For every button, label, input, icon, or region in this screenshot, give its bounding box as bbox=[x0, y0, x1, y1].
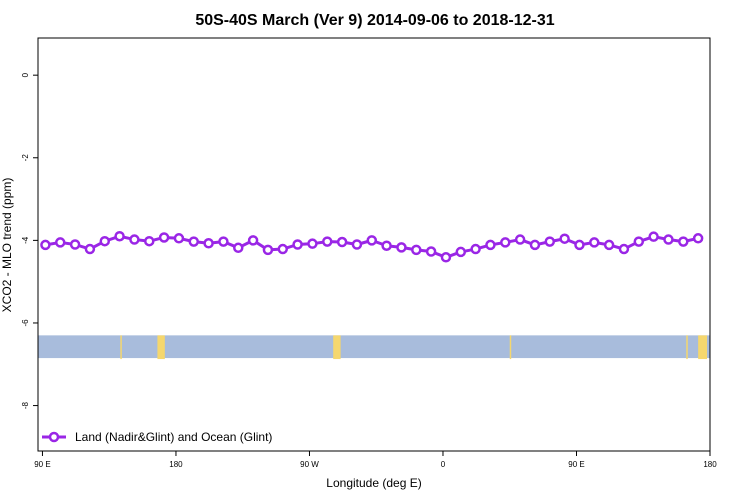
data-point bbox=[351, 239, 363, 250]
data-point bbox=[678, 236, 689, 247]
data-point bbox=[692, 233, 704, 244]
legend-marker-swatch bbox=[48, 431, 60, 443]
data-point bbox=[663, 234, 674, 245]
data-point bbox=[158, 232, 170, 243]
data-point bbox=[336, 236, 348, 248]
data-point bbox=[307, 238, 318, 249]
y-tick-label: -6 bbox=[21, 319, 30, 327]
x-tick-label: 180 bbox=[169, 460, 183, 469]
data-point bbox=[233, 242, 244, 254]
data-point bbox=[603, 239, 615, 251]
land-patch bbox=[686, 335, 688, 360]
x-tick-label: 0 bbox=[441, 460, 446, 469]
legend-label: Land (Nadir&Glint) and Ocean (Glint) bbox=[75, 430, 272, 444]
data-point bbox=[218, 236, 229, 247]
land-patch bbox=[120, 335, 122, 360]
y-tick-label: -2 bbox=[21, 154, 30, 162]
data-point bbox=[366, 235, 378, 246]
x-axis-label: Longitude (deg E) bbox=[326, 476, 421, 490]
x-tick-label: 90 W bbox=[300, 460, 319, 469]
data-point bbox=[500, 237, 511, 248]
data-point bbox=[648, 231, 659, 242]
data-point bbox=[55, 237, 66, 248]
x-tick-label: 90 E bbox=[568, 460, 584, 469]
land-patch bbox=[698, 335, 708, 360]
series-group bbox=[40, 230, 704, 263]
ocean-band bbox=[38, 335, 710, 359]
chart-title: 50S-40S March (Ver 9) 2014-09-06 to 2018… bbox=[195, 12, 554, 29]
data-point bbox=[173, 233, 185, 244]
plot-area-frame bbox=[37, 37, 711, 452]
data-point bbox=[188, 236, 200, 247]
y-axis-label: XCO2 - MLO trend (ppm) bbox=[0, 178, 14, 313]
data-point bbox=[529, 239, 541, 251]
data-point bbox=[381, 240, 392, 251]
data-point bbox=[262, 244, 274, 256]
land-patch bbox=[509, 335, 512, 360]
x-tick-label: 180 bbox=[703, 460, 717, 469]
data-point bbox=[203, 238, 214, 249]
data-point bbox=[618, 243, 630, 255]
data-point bbox=[411, 244, 422, 256]
data-point bbox=[559, 233, 570, 244]
legend: Land (Nadir&Glint) and Ocean (Glint) bbox=[42, 430, 272, 444]
y-axis: 0 -2 -4 -6 -8 bbox=[21, 72, 38, 409]
y-tick-label: -8 bbox=[21, 401, 30, 409]
land-patch bbox=[157, 335, 165, 360]
data-point bbox=[99, 235, 111, 247]
data-point bbox=[574, 239, 585, 251]
data-point bbox=[514, 234, 526, 245]
data-point bbox=[633, 236, 645, 247]
data-point bbox=[84, 243, 96, 255]
data-point bbox=[247, 235, 259, 246]
data-point bbox=[425, 246, 437, 257]
data-point bbox=[40, 239, 51, 251]
data-point bbox=[144, 235, 155, 247]
data-point bbox=[589, 237, 600, 248]
data-point bbox=[455, 246, 467, 258]
data-point bbox=[114, 230, 125, 242]
data-point bbox=[396, 242, 407, 253]
data-point bbox=[69, 239, 81, 250]
data-point bbox=[129, 234, 140, 245]
land-patch bbox=[333, 335, 341, 360]
data-point bbox=[544, 236, 556, 247]
plot-background bbox=[38, 335, 710, 359]
data-point bbox=[440, 252, 452, 263]
data-point bbox=[292, 239, 303, 250]
y-tick-label: -4 bbox=[21, 236, 30, 244]
y-tick-label: 0 bbox=[21, 72, 30, 77]
land-mask bbox=[120, 335, 708, 360]
data-point bbox=[277, 243, 289, 255]
x-tick-label: 90 E bbox=[34, 460, 50, 469]
data-point bbox=[322, 236, 333, 247]
data-point bbox=[485, 239, 496, 251]
data-point bbox=[470, 243, 481, 255]
x-axis: 90 E 180 90 W 0 90 E 180 bbox=[34, 451, 717, 469]
